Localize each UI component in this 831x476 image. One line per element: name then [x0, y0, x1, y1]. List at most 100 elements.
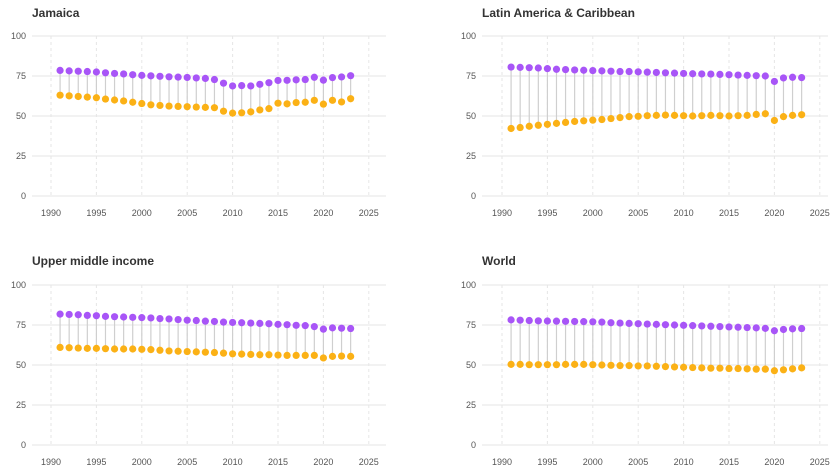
x-tick-label: 1990	[41, 208, 61, 218]
lower-point	[561, 118, 570, 126]
upper-point	[770, 327, 779, 335]
upper-point	[752, 324, 760, 332]
upper-point	[798, 74, 806, 82]
lower-point	[310, 351, 318, 359]
lower-point	[598, 115, 606, 124]
lower-point	[652, 362, 660, 370]
chart-title: World	[482, 254, 516, 268]
upper-point	[680, 69, 688, 78]
x-tick-label: 2010	[223, 208, 243, 218]
lower-point	[788, 365, 797, 373]
upper-point	[543, 317, 552, 325]
upper-point	[120, 70, 128, 78]
chart-title: Upper middle income	[32, 254, 154, 268]
lower-point	[219, 349, 228, 357]
upper-point	[328, 74, 337, 82]
y-tick-label: 25	[466, 151, 476, 161]
upper-point	[743, 71, 751, 79]
lower-point	[265, 351, 273, 359]
lower-point	[192, 103, 200, 111]
upper-point	[507, 63, 515, 71]
y-tick-label: 75	[466, 320, 476, 330]
lower-point	[319, 100, 327, 108]
y-tick-label: 50	[466, 111, 476, 121]
upper-point	[680, 321, 688, 329]
lower-point	[607, 361, 615, 369]
lower-point	[110, 345, 119, 353]
upper-point	[174, 315, 182, 324]
y-tick-label: 0	[471, 440, 476, 450]
upper-point	[274, 320, 282, 328]
upper-point	[643, 68, 651, 76]
y-tick-label: 25	[16, 151, 26, 161]
upper-point	[74, 67, 82, 75]
lower-point	[689, 112, 697, 120]
y-tick-label: 25	[466, 400, 476, 410]
chart-title: Jamaica	[32, 6, 80, 20]
lower-point	[689, 363, 697, 372]
upper-point	[129, 71, 137, 79]
upper-point	[319, 76, 327, 84]
x-tick-label: 2005	[628, 457, 648, 467]
upper-point	[165, 315, 173, 323]
upper-point	[219, 318, 228, 326]
lower-point	[643, 362, 651, 370]
y-tick-label: 0	[21, 191, 26, 201]
upper-point	[580, 66, 588, 74]
lower-point	[516, 123, 524, 132]
y-tick-label: 0	[21, 440, 26, 450]
x-tick-label: 1990	[492, 457, 512, 467]
lower-point	[589, 361, 597, 369]
upper-point	[634, 320, 642, 328]
upper-point	[147, 72, 155, 80]
lower-point	[661, 363, 670, 371]
x-tick-label: 1995	[537, 208, 557, 218]
upper-point	[265, 320, 273, 328]
upper-point	[525, 64, 533, 72]
upper-point	[698, 70, 706, 78]
upper-point	[192, 74, 200, 82]
upper-point	[201, 74, 209, 82]
lower-point	[670, 111, 679, 119]
upper-point	[138, 314, 146, 322]
upper-point	[580, 318, 588, 326]
x-tick-label: 2015	[719, 457, 739, 467]
chart-title: Latin America & Caribbean	[482, 6, 635, 20]
upper-point	[516, 316, 524, 324]
lower-point	[120, 345, 128, 353]
lower-point	[725, 364, 733, 373]
upper-point	[761, 72, 769, 80]
x-tick-label: 1990	[492, 208, 512, 218]
lower-point	[147, 101, 155, 109]
upper-point	[229, 318, 237, 327]
lower-point	[716, 112, 724, 120]
upper-point	[698, 322, 706, 330]
upper-point	[292, 321, 300, 329]
upper-point	[534, 317, 542, 325]
upper-point	[571, 317, 579, 326]
lower-point	[761, 365, 769, 373]
lower-point	[347, 352, 355, 360]
lower-point	[534, 361, 542, 369]
lower-point	[319, 354, 327, 362]
upper-point	[661, 69, 670, 77]
lower-point	[83, 93, 91, 101]
lower-point	[752, 365, 760, 373]
lower-point	[634, 362, 642, 370]
lower-point	[798, 364, 806, 372]
upper-point	[561, 317, 570, 325]
lower-point	[734, 364, 742, 373]
upper-point	[707, 322, 715, 330]
lower-point	[680, 363, 688, 371]
upper-point	[734, 323, 742, 331]
upper-point	[347, 324, 355, 333]
upper-point	[192, 316, 200, 325]
lower-point	[616, 114, 624, 122]
upper-point	[716, 70, 724, 78]
lower-point	[165, 102, 173, 110]
y-tick-label: 50	[466, 360, 476, 370]
x-tick-label: 2025	[359, 457, 379, 467]
lower-point	[110, 96, 119, 104]
upper-point	[625, 67, 633, 76]
lower-point	[634, 112, 642, 120]
